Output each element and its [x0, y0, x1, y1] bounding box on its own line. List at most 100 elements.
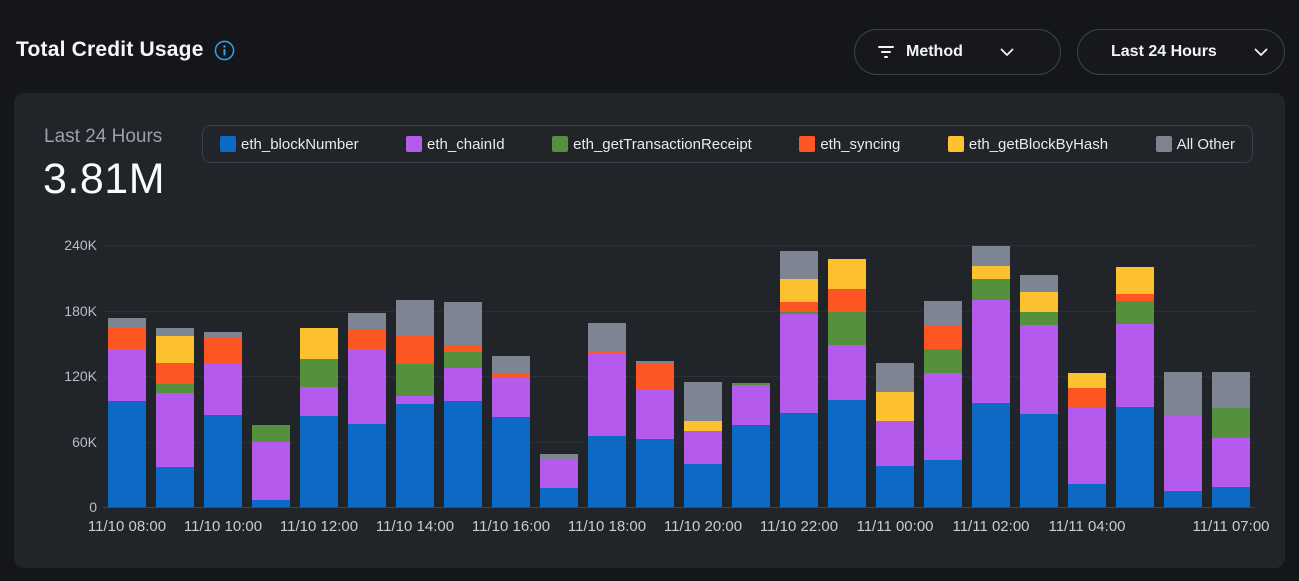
- chart-legend: eth_blockNumber eth_chainId eth_getTransac…: [202, 125, 1253, 163]
- legend-item-eth_getTransactionReceipt[interactable]: eth_getTransactionReceipt: [552, 136, 752, 153]
- chevron-down-icon: [1254, 48, 1268, 57]
- bar-segment-eth_chainId: [1068, 406, 1106, 485]
- y-axis-tick-label: 180K: [64, 302, 97, 319]
- legend-item-eth_getBlockByHash[interactable]: eth_getBlockByHash: [947, 136, 1108, 153]
- bar-segment-eth_blockNumber: [588, 436, 626, 507]
- y-axis-tick-label: 0: [89, 499, 97, 515]
- bar-segment-eth_chainId: [492, 378, 530, 418]
- x-axis-tick-label: 11/11 04:00: [1048, 518, 1126, 535]
- summary-period-label: Last 24 Hours: [44, 126, 163, 147]
- bar-segment-eth_syncing: [204, 336, 242, 363]
- bar-segment-eth_chainId: [156, 393, 194, 467]
- filter-bar: Method Last 24 Hours: [854, 29, 1285, 75]
- legend-item-All Other[interactable]: All Other: [1155, 136, 1235, 153]
- bar-segment-eth_chainId: [924, 372, 962, 461]
- bar-segment-eth_chainId: [108, 348, 146, 402]
- page-header: Total Credit Usage Method: [0, 0, 1299, 93]
- filter-lines-icon: [878, 46, 894, 58]
- bar-segment-eth_syncing: [1068, 388, 1106, 407]
- x-axis-tick-label: 11/11 07:00: [1192, 518, 1270, 535]
- bar-segment-eth_getTransactionReceipt: [828, 311, 866, 346]
- bar-stack[interactable]: [1164, 371, 1202, 507]
- legend-item-eth_blockNumber[interactable]: eth_blockNumber: [220, 136, 359, 153]
- legend-swatch-icon: [947, 136, 964, 152]
- bar-segment-eth_getTransactionReceipt: [396, 364, 434, 396]
- legend-swatch-icon: [220, 136, 236, 152]
- bar-segment-eth_getBlockByHash: [300, 328, 338, 359]
- bar-stack[interactable]: [252, 425, 290, 507]
- stacked-bar-chart: 240K 180K 120K 60K 0 11/10 08:00 11/10 10:00 11…: [64, 237, 1269, 535]
- x-axis-tick-label: 11/10 22:00: [759, 518, 839, 535]
- title-row: Total Credit Usage: [16, 38, 235, 62]
- bar-stack[interactable]: [636, 360, 674, 507]
- chevron-down-icon: [1000, 48, 1014, 57]
- page-title: Total Credit Usage: [16, 38, 204, 61]
- bar-segment-All Other: [348, 312, 386, 331]
- bar-segment-eth_blockNumber: [204, 415, 242, 507]
- bar-stack[interactable]: [732, 382, 770, 507]
- bar-segment-eth_getBlockByHash: [828, 259, 866, 289]
- bar-segment-eth_chainId: [732, 384, 770, 426]
- bar-stack[interactable]: [780, 250, 818, 507]
- bar-stack[interactable]: [588, 322, 626, 507]
- bar-segment-eth_getBlockByHash: [1020, 291, 1058, 312]
- bar-stack[interactable]: [396, 299, 434, 507]
- date-range-button[interactable]: Last 24 Hours: [1077, 29, 1285, 75]
- bar-stack[interactable]: [972, 246, 1010, 507]
- bar-segment-All Other: [780, 250, 818, 279]
- bar-segment-eth_chainId: [396, 395, 434, 405]
- bar-segment-eth_getBlockByHash: [780, 278, 818, 302]
- bar-segment-eth_blockNumber: [1020, 414, 1058, 507]
- bar-segment-eth_blockNumber: [636, 439, 674, 507]
- legend-item-eth_syncing[interactable]: eth_syncing: [799, 136, 900, 153]
- bar-stack[interactable]: [924, 300, 962, 507]
- bar-stack[interactable]: [348, 312, 386, 507]
- bar-stack[interactable]: [204, 332, 242, 507]
- bar-stack[interactable]: [492, 356, 530, 507]
- bar-segment-All Other: [156, 328, 194, 336]
- legend-label: eth_syncing: [820, 135, 901, 153]
- bar-stack[interactable]: [540, 453, 578, 507]
- bar-segment-All Other: [540, 453, 578, 459]
- x-axis-tick-label: 11/11 00:00: [856, 518, 934, 535]
- bar-segment-eth_getTransactionReceipt: [780, 311, 818, 314]
- bar-segment-eth_syncing: [492, 372, 530, 379]
- bar-segment-eth_syncing: [924, 324, 962, 349]
- bar-segment-eth_syncing: [588, 350, 626, 354]
- bar-segment-All Other: [1212, 371, 1250, 408]
- y-axis-tick-label: 60K: [72, 433, 97, 450]
- bar-segment-eth_syncing: [444, 345, 482, 352]
- bar-stack[interactable]: [876, 362, 914, 507]
- bar-stack[interactable]: [1020, 274, 1058, 507]
- legend-swatch-icon: [799, 136, 816, 152]
- method-filter-button[interactable]: Method: [854, 29, 1061, 75]
- bar-segment-eth_blockNumber: [732, 425, 770, 507]
- bar-stack[interactable]: [1068, 372, 1106, 507]
- bar-segment-eth_blockNumber: [348, 424, 386, 507]
- bar-stack[interactable]: [108, 318, 146, 507]
- y-axis-tick-label: 240K: [64, 237, 97, 253]
- bar-stack[interactable]: [1116, 266, 1154, 507]
- bar-segment-eth_blockNumber: [1212, 487, 1250, 507]
- bar-stack[interactable]: [300, 328, 338, 507]
- bar-stack[interactable]: [828, 259, 866, 507]
- bar-segment-All Other: [876, 362, 914, 393]
- legend-swatch-icon: [552, 136, 569, 152]
- bar-segment-eth_syncing: [1116, 294, 1154, 301]
- legend-item-eth_chainId[interactable]: eth_chainId: [406, 136, 505, 153]
- bar-segment-eth_chainId: [684, 430, 722, 465]
- bar-stack[interactable]: [156, 328, 194, 507]
- info-icon[interactable]: [214, 40, 235, 61]
- date-range-label: Last 24 Hours: [1111, 43, 1217, 60]
- bar-segment-All Other: [924, 300, 962, 325]
- bar-segment-All Other: [684, 381, 722, 421]
- bar-segment-eth_blockNumber: [1068, 484, 1106, 507]
- bar-stack[interactable]: [444, 301, 482, 507]
- gridline: [103, 441, 1255, 443]
- bar-segment-All Other: [396, 299, 434, 336]
- legend-swatch-icon: [1155, 136, 1172, 152]
- bar-segment-eth_getTransactionReceipt: [300, 358, 338, 387]
- bar-stack[interactable]: [684, 381, 722, 507]
- bar-segment-eth_blockNumber: [444, 401, 482, 507]
- bar-stack[interactable]: [1212, 371, 1250, 507]
